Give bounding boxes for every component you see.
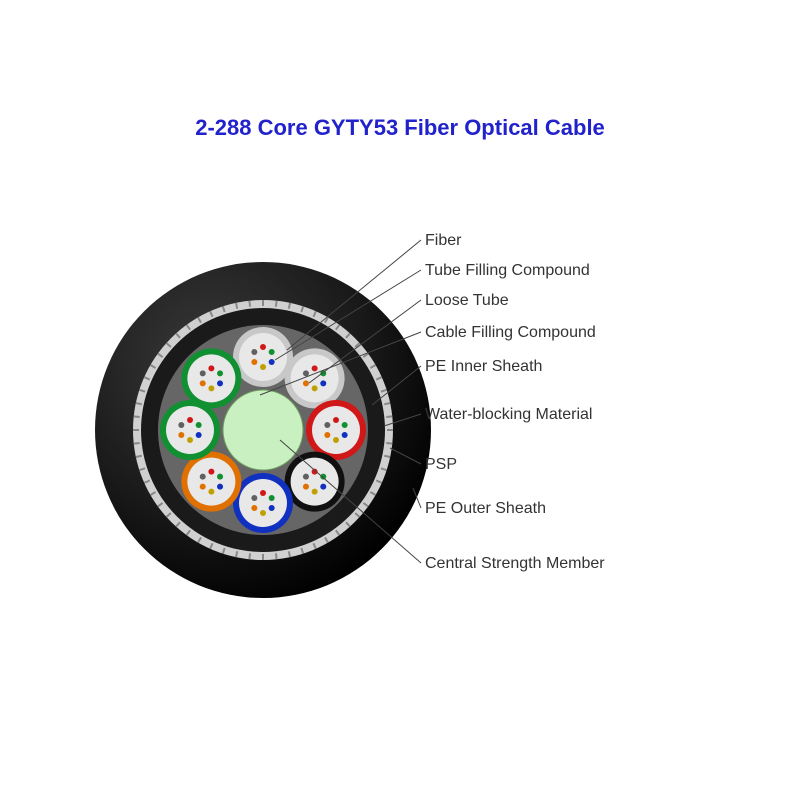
fiber (217, 380, 223, 386)
fiber (342, 432, 348, 438)
fiber (320, 484, 326, 490)
fiber (196, 422, 202, 428)
fiber (312, 385, 318, 391)
fiber (324, 432, 330, 438)
fiber (260, 490, 266, 496)
fiber (217, 474, 223, 480)
loose-tube (160, 400, 220, 460)
fiber (200, 484, 206, 490)
fiber (269, 505, 275, 511)
loose-tube (181, 452, 241, 512)
fiber (187, 437, 193, 443)
fiber (178, 422, 184, 428)
fiber (260, 510, 266, 516)
tube-filling (166, 406, 214, 454)
loose-tube (233, 327, 293, 387)
component-label: Central Strength Member (425, 555, 605, 573)
loose-tube (285, 452, 345, 512)
fiber (324, 422, 330, 428)
fiber (251, 349, 257, 355)
fiber (187, 417, 193, 423)
component-label: PE Outer Sheath (425, 500, 546, 518)
tube-filling (312, 406, 360, 454)
fiber (200, 380, 206, 386)
loose-tube (306, 400, 366, 460)
fiber (320, 380, 326, 386)
component-label: PE Inner Sheath (425, 358, 542, 376)
fiber (303, 380, 309, 386)
loose-tube (233, 473, 293, 533)
tube-filling (239, 479, 287, 527)
fiber (208, 489, 214, 495)
fiber (178, 432, 184, 438)
fiber (269, 359, 275, 365)
component-label: Fiber (425, 232, 461, 250)
component-label: PSP (425, 456, 457, 474)
fiber (303, 484, 309, 490)
tube-filling (187, 354, 235, 402)
fiber (260, 344, 266, 350)
tube-filling (187, 458, 235, 506)
tube-filling (291, 458, 339, 506)
fiber (342, 422, 348, 428)
fiber (196, 432, 202, 438)
fiber (251, 505, 257, 511)
cable-diagram (0, 0, 800, 800)
fiber (303, 370, 309, 376)
component-label: Tube Filling Compound (425, 262, 590, 280)
fiber (303, 474, 309, 480)
fiber (269, 495, 275, 501)
fiber (208, 365, 214, 371)
fiber (208, 469, 214, 475)
component-label: Cable Filling Compound (425, 324, 596, 342)
fiber (200, 370, 206, 376)
fiber (251, 495, 257, 501)
fiber (312, 489, 318, 495)
fiber (333, 417, 339, 423)
fiber (260, 364, 266, 370)
fiber (217, 484, 223, 490)
fiber (251, 359, 257, 365)
loose-tube (181, 348, 241, 408)
fiber (217, 370, 223, 376)
fiber (320, 474, 326, 480)
fiber (269, 349, 275, 355)
fiber (312, 365, 318, 371)
fiber (333, 437, 339, 443)
fiber (208, 385, 214, 391)
central-strength-member (223, 390, 303, 470)
component-label: Water-blocking Material (425, 406, 592, 424)
component-label: Loose Tube (425, 292, 509, 310)
fiber (200, 474, 206, 480)
